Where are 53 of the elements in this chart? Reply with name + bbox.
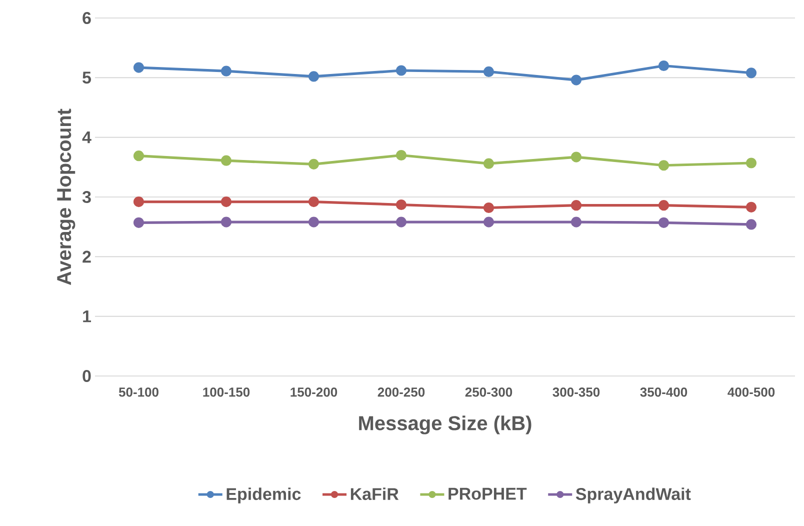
point <box>658 60 670 72</box>
point <box>308 196 320 208</box>
point <box>133 150 144 162</box>
y-tick-label: 4 <box>82 131 92 144</box>
point <box>308 216 320 228</box>
point <box>483 202 494 214</box>
point <box>396 216 407 228</box>
y-tick-label: 0 <box>82 370 91 382</box>
point <box>220 216 232 228</box>
y-tick-label: 3 <box>82 190 91 204</box>
point <box>658 200 670 211</box>
x-tick-label: 150-200 <box>290 388 338 397</box>
point <box>220 155 232 166</box>
legend-label: KaFiR <box>350 488 399 500</box>
x-tick-label: 200-250 <box>378 388 425 397</box>
point <box>483 66 494 77</box>
point <box>483 158 494 169</box>
point <box>746 219 757 230</box>
y-tick-label: 2 <box>82 250 91 263</box>
point <box>570 200 582 211</box>
point <box>483 216 494 228</box>
legend-label: PRoPHET <box>448 488 527 500</box>
point <box>746 68 757 78</box>
point <box>396 65 407 76</box>
x-tick-label: 400-500 <box>728 388 775 397</box>
point <box>133 62 144 73</box>
legend-label: Epidemic <box>226 488 301 504</box>
point <box>308 158 320 170</box>
y-axis-title: Average Hopcount <box>57 108 76 286</box>
point <box>133 217 144 228</box>
point <box>308 71 320 82</box>
point <box>220 196 232 208</box>
x-tick-label: 100-150 <box>203 388 250 397</box>
point <box>746 202 757 212</box>
point <box>396 150 407 161</box>
x-tick-label: 50-100 <box>118 388 158 397</box>
x-axis-title: Message Size (kB) <box>359 416 532 434</box>
point <box>658 160 670 171</box>
y-tick-label: 5 <box>82 72 92 84</box>
x-tick-label: 300-350 <box>552 388 600 397</box>
point <box>570 152 582 162</box>
x-tick-label: 350-400 <box>640 388 688 397</box>
point <box>396 199 407 210</box>
point <box>570 216 582 228</box>
point <box>220 66 232 76</box>
point <box>570 74 582 86</box>
y-tick-label: 6 <box>82 12 91 24</box>
legend-label: SprayAndWait <box>576 488 691 504</box>
y-tick-label: 1 <box>83 310 92 322</box>
point <box>133 196 144 208</box>
x-tick-label: 250-300 <box>465 388 512 397</box>
point <box>746 158 757 168</box>
point <box>658 217 670 228</box>
